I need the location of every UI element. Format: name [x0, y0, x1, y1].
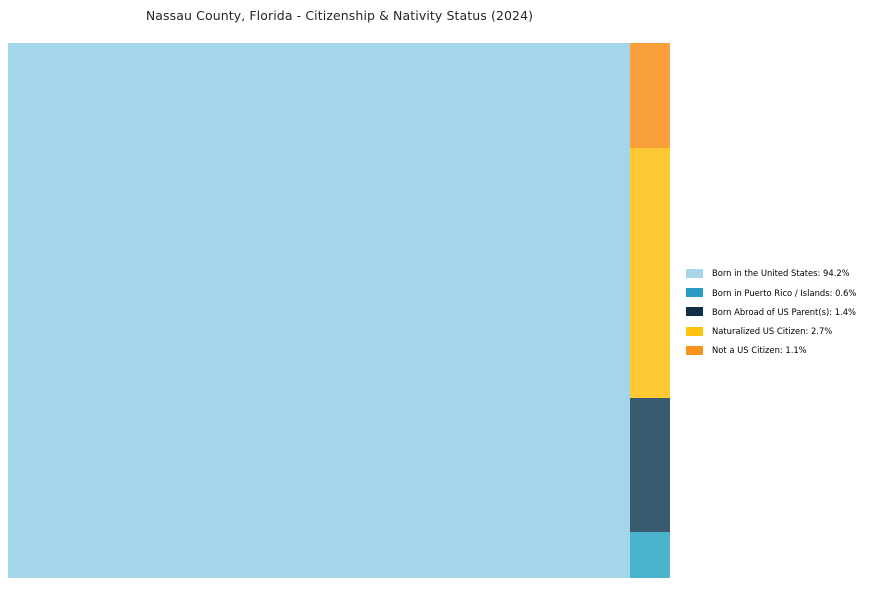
legend-item-naturalized-us-citizen[interactable]: Naturalized US Citizen: 2.7% — [686, 322, 882, 341]
chart-legend: Born in the United States: 94.2% Born in… — [686, 264, 882, 360]
legend-swatch-icon — [686, 288, 703, 298]
treemap-tile-born-in-puerto-rico-islands[interactable] — [630, 532, 670, 578]
chart-title: Nassau County, Florida - Citizenship & N… — [145, 8, 534, 23]
treemap-tile-born-abroad-of-us-parents[interactable] — [630, 398, 670, 532]
treemap-tile-naturalized-us-citizen[interactable] — [630, 148, 670, 398]
legend-item-born-abroad-of-us-parents[interactable]: Born Abroad of US Parent(s): 1.4% — [686, 302, 882, 321]
treemap-tile-not-a-us-citizen[interactable] — [630, 43, 670, 148]
legend-item-label: Naturalized US Citizen: 2.7% — [712, 325, 833, 336]
legend-item-label: Born in the United States: 94.2% — [712, 268, 850, 279]
legend-item-not-a-us-citizen[interactable]: Not a US Citizen: 1.1% — [686, 341, 882, 360]
legend-swatch-icon — [686, 269, 703, 279]
treemap-tile-born-in-the-united-states[interactable] — [8, 43, 630, 578]
treemap-plot-area — [8, 43, 670, 578]
legend-swatch-icon — [686, 307, 703, 317]
legend-item-label: Not a US Citizen: 1.1% — [712, 345, 807, 356]
legend-item-born-in-the-united-states[interactable]: Born in the United States: 94.2% — [686, 264, 882, 283]
legend-swatch-icon — [686, 326, 703, 336]
legend-item-label: Born Abroad of US Parent(s): 1.4% — [712, 306, 856, 317]
legend-item-label: Born in Puerto Rico / Islands: 0.6% — [712, 287, 857, 298]
legend-swatch-icon — [686, 345, 703, 355]
legend-item-born-in-puerto-rico-islands[interactable]: Born in Puerto Rico / Islands: 0.6% — [686, 283, 882, 302]
